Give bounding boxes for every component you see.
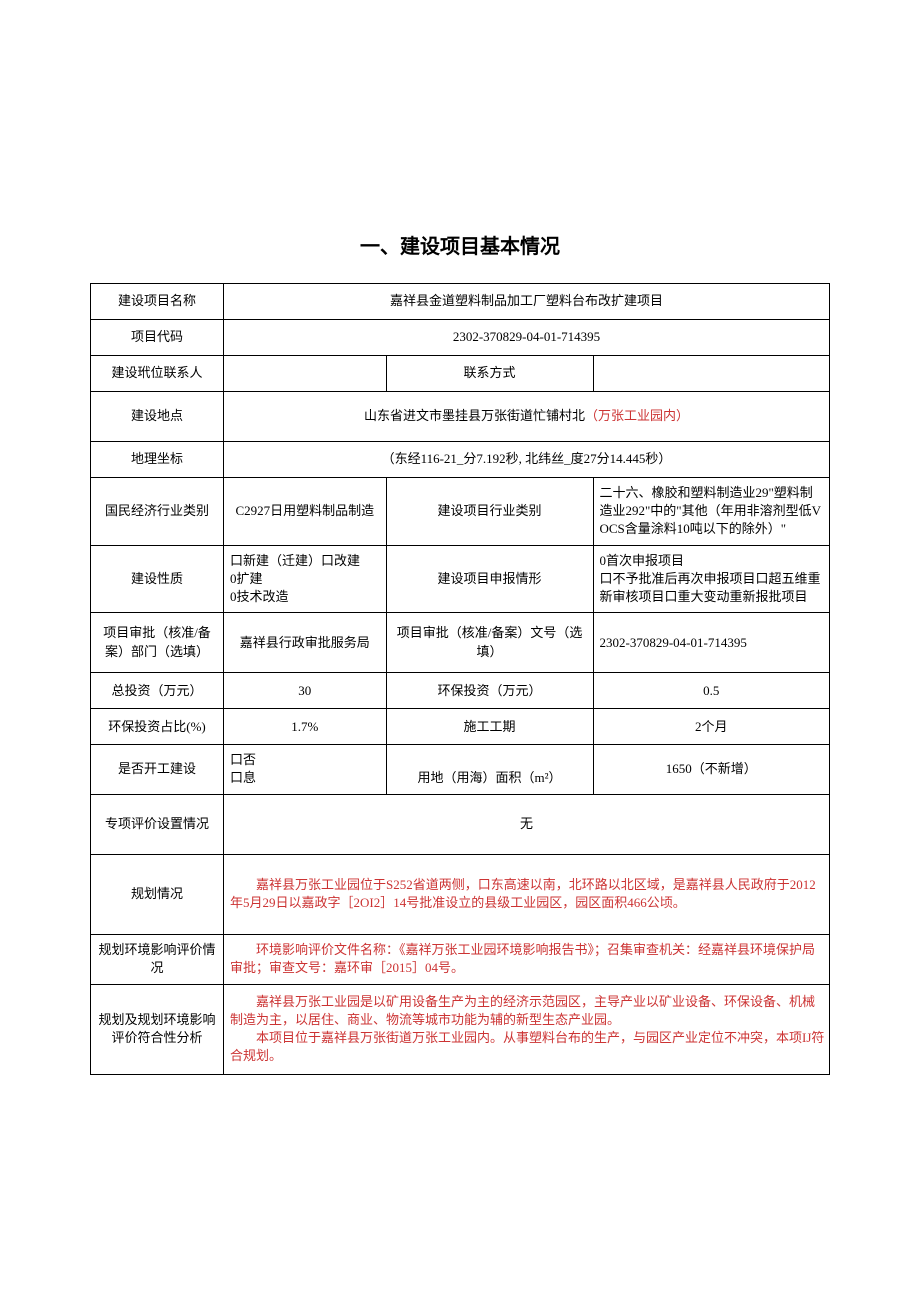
value-special-eval: 无 [224,794,830,854]
conformity-p1: 嘉祥县万张工业园是以矿用设备生产为主的经济示范园区，主导产业以矿业设备、环保设备… [230,993,825,1029]
label-project-industry: 建设项目行业类别 [386,478,593,546]
table-row: 建设性质 口新建（迁建）口改建 0扩建 0技术改造 建设项目申报情形 0首次申报… [91,545,830,613]
label-location: 建设地点 [91,392,224,442]
planning-eia-text: 环境影响评价文件名称：《嘉祥万张工业园环境影响报告书》；召集审查机关：经嘉祥县环… [230,941,825,977]
label-env-investment: 环保投资（万元） [386,673,593,709]
table-row: 项目代码 2302-370829-04-01-714395 [91,320,830,356]
label-started: 是否开工建设 [91,745,224,794]
table-row: 国民经济行业类别 C2927日用塑料制品制造 建设项目行业类别 二十六、橡胶和塑… [91,478,830,546]
label-industry-category: 国民经济行业类别 [91,478,224,546]
value-contact-method [593,356,830,392]
label-approval-number: 项目审批（核准/备案）文号（选填） [386,613,593,673]
value-planning: 嘉祥县万张工业园位于S252省道两侧，口东高速以南，北环路以北区域，是嘉祥县人民… [224,854,830,934]
table-row: 规划环境影响评价情况 环境影响评价文件名称：《嘉祥万张工业园环境影响报告书》；召… [91,934,830,984]
label-special-eval: 专项评价设置情况 [91,794,224,854]
table-row: 总投资（万元） 30 环保投资（万元） 0.5 [91,673,830,709]
table-row: 规划及规划环境影响评价符合性分析 嘉祥县万张工业园是以矿用设备生产为主的经济示范… [91,984,830,1074]
value-total-investment: 30 [224,673,387,709]
table-row: 是否开工建设 口否 口息 用地（用海）面积（m²） 1650（不新增） [91,745,830,794]
value-coordinates: （东经116-21_分7.192秒, 北纬丝_度27分14.445秒） [224,442,830,478]
table-row: 环保投资占比(%) 1.7% 施工工期 2个月 [91,709,830,745]
value-conformity: 嘉祥县万张工业园是以矿用设备生产为主的经济示范园区，主导产业以矿业设备、环保设备… [224,984,830,1074]
value-industry-code: C2927日用塑料制品制造 [224,478,387,546]
value-construction-period: 2个月 [593,709,830,745]
label-conformity: 规划及规划环境影响评价符合性分析 [91,984,224,1074]
label-land-area: 用地（用海）面积（m²） [386,745,593,794]
location-prefix: 山东省进文市墨挂县万张街道忙铺村北 [364,408,585,423]
value-env-investment: 0.5 [593,673,830,709]
project-info-table: 建设项目名称 嘉祥县金道塑料制品加工厂塑料台布改扩建项目 项目代码 2302-3… [90,283,830,1075]
value-construction-nature: 口新建（迁建）口改建 0扩建 0技术改造 [224,545,387,613]
label-approval-dept: 项目审批（核准/备案）部门（选填） [91,613,224,673]
table-row: 建设项目名称 嘉祥县金道塑料制品加工厂塑料台布改扩建项目 [91,284,830,320]
label-declaration-type: 建设项目申报情形 [386,545,593,613]
value-land-area: 1650（不新增） [593,745,830,794]
value-planning-eia: 环境影响评价文件名称：《嘉祥万张工业园环境影响报告书》；召集审查机关：经嘉祥县环… [224,934,830,984]
planning-text: 嘉祥县万张工业园位于S252省道两侧，口东高速以南，北环路以北区域，是嘉祥县人民… [230,876,825,912]
label-planning: 规划情况 [91,854,224,934]
label-contact-person: 建设玳位联系人 [91,356,224,392]
location-red: （万张工业园内） [585,408,689,423]
label-construction-period: 施工工期 [386,709,593,745]
value-project-name: 嘉祥县金道塑料制品加工厂塑料台布改扩建项目 [224,284,830,320]
value-started: 口否 口息 [224,745,387,794]
value-project-industry: 二十六、橡胶和塑料制造业29"塑料制造业292"中的"其他（年用非溶剂型低VOC… [593,478,830,546]
table-row: 专项评价设置情况 无 [91,794,830,854]
conformity-p2: 本项目位于嘉祥县万张街道万张工业园内。从事塑料台布的生产，与园区产业定位不冲突，… [230,1029,825,1065]
label-project-name: 建设项目名称 [91,284,224,320]
value-location: 山东省进文市墨挂县万张街道忙铺村北（万张工业园内） [224,392,830,442]
table-row: 项目审批（核准/备案）部门（选填） 嘉祥县行政审批服务局 项目审批（核准/备案）… [91,613,830,673]
label-planning-eia: 规划环境影响评价情况 [91,934,224,984]
value-approval-dept: 嘉祥县行政审批服务局 [224,613,387,673]
label-project-code: 项目代码 [91,320,224,356]
value-approval-number: 2302-370829-04-01-714395 [593,613,830,673]
label-construction-nature: 建设性质 [91,545,224,613]
value-declaration-type: 0首次申报项目 口不予批准后再次申报项目口超五维重新审核项目口重大变动重新报批项… [593,545,830,613]
label-coordinates: 地理坐标 [91,442,224,478]
value-env-ratio: 1.7% [224,709,387,745]
label-env-ratio: 环保投资占比(%) [91,709,224,745]
label-total-investment: 总投资（万元） [91,673,224,709]
table-row: 建设地点 山东省进文市墨挂县万张街道忙铺村北（万张工业园内） [91,392,830,442]
section-title: 一、建设项目基本情况 [90,230,830,259]
table-row: 地理坐标 （东经116-21_分7.192秒, 北纬丝_度27分14.445秒） [91,442,830,478]
value-project-code: 2302-370829-04-01-714395 [224,320,830,356]
table-row: 规划情况 嘉祥县万张工业园位于S252省道两侧，口东高速以南，北环路以北区域，是… [91,854,830,934]
value-contact-person [224,356,387,392]
label-contact-method: 联系方式 [386,356,593,392]
table-row: 建设玳位联系人 联系方式 [91,356,830,392]
